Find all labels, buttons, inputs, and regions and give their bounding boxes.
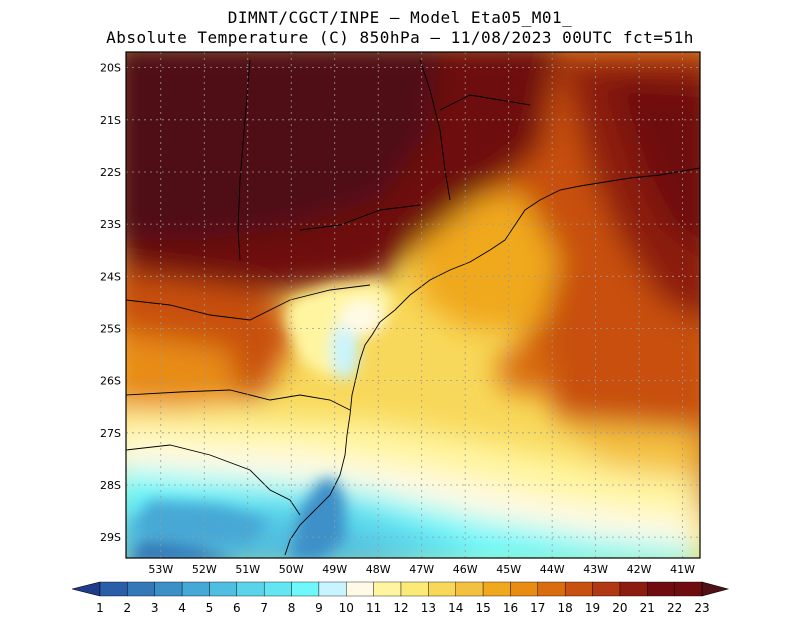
- colorbar-arrow-low: [71, 581, 101, 597]
- colorbar-arrow-high: [701, 581, 730, 597]
- colorbar-label: 9: [315, 601, 323, 615]
- colorbar-label: 11: [366, 601, 381, 615]
- colorbar-swatch: [647, 581, 675, 597]
- lat-tick-label: 22S: [100, 166, 121, 179]
- colorbar-swatch: [455, 581, 484, 597]
- lat-tick-label: 27S: [100, 427, 121, 440]
- lon-tick-label: 51W: [235, 563, 260, 576]
- colorbar-swatch: [127, 581, 155, 597]
- lat-tick-label: 28S: [100, 479, 121, 492]
- colorbar-label: 21: [640, 601, 655, 615]
- colorbar-swatch: [428, 581, 456, 597]
- colorbar-label: 20: [612, 601, 627, 615]
- colorbar-swatch: [209, 581, 238, 597]
- colorbar-swatch: [400, 581, 429, 597]
- colorbar-swatch: [154, 581, 183, 597]
- colorbar-label: 16: [503, 601, 518, 615]
- colorbar-swatch: [564, 581, 593, 597]
- map-frame: [125, 51, 701, 559]
- temperature-field: [126, 52, 700, 558]
- lon-tick-label: 42W: [627, 563, 652, 576]
- colorbar-label: 15: [475, 601, 490, 615]
- colorbar-label: 8: [288, 601, 296, 615]
- colorbar-label: 22: [667, 601, 682, 615]
- colorbar-swatch: [263, 581, 292, 597]
- latitude-labels: 20S 21S 22S 23S 24S 25S 26S 27S 28S 29S: [100, 62, 121, 544]
- colorbar-label: 2: [124, 601, 132, 615]
- colorbar-label: 6: [233, 601, 241, 615]
- lon-tick-label: 48W: [366, 563, 391, 576]
- colorbar-label: 13: [421, 601, 436, 615]
- colorbar-swatch: [181, 581, 210, 597]
- map-grid: [126, 52, 700, 558]
- colorbar-swatch: [291, 581, 320, 597]
- colorbar-label: 1: [96, 601, 104, 615]
- lon-tick-label: 43W: [583, 563, 608, 576]
- colorbar-label: 17: [530, 601, 545, 615]
- colorbar-swatch: [537, 581, 566, 597]
- colorbar-label: 4: [178, 601, 186, 615]
- lon-tick-label: 41W: [670, 563, 695, 576]
- colorbar-swatch: [318, 581, 347, 597]
- lon-tick-label: 52W: [192, 563, 217, 576]
- colorbar-swatch: [99, 581, 128, 597]
- lat-tick-label: 20S: [100, 62, 121, 75]
- chart-title-line2: Absolute Temperature (C) 850hPa – 11/08/…: [106, 28, 694, 47]
- colorbar-label: 7: [260, 601, 268, 615]
- lat-tick-label: 26S: [100, 375, 121, 388]
- colorbar-swatch: [674, 581, 703, 597]
- lon-tick-label: 45W: [496, 563, 521, 576]
- colorbar-label: 3: [151, 601, 159, 615]
- colorbar-label: 23: [694, 601, 709, 615]
- lon-tick-label: 49W: [322, 563, 347, 576]
- colorbar-swatch: [619, 581, 648, 597]
- colorbar-label: 12: [393, 601, 408, 615]
- lat-tick-label: 21S: [100, 114, 121, 127]
- colorbar-swatch: [373, 581, 402, 597]
- lat-tick-label: 23S: [100, 218, 121, 231]
- lat-tick-label: 24S: [100, 270, 121, 283]
- colorbar-swatch: [510, 581, 539, 597]
- colorbar-swatch: [236, 581, 265, 597]
- colorbar-swatch: [592, 581, 621, 597]
- lon-tick-label: 47W: [409, 563, 434, 576]
- chart-title-line1: DIMNT/CGCT/INPE – Model Eta05_M01_: [227, 8, 573, 27]
- lat-tick-label: 29S: [100, 531, 121, 544]
- colorbar: 1 2 3 4 5 6 7 8 9 10 11 12 13 14 15 16 17 18 19 20 21 22 23: [71, 581, 730, 615]
- lon-tick-label: 44W: [540, 563, 565, 576]
- colorbar-label: 18: [558, 601, 573, 615]
- colorbar-swatch: [346, 581, 374, 597]
- colorbar-label: 19: [585, 601, 600, 615]
- longitude-labels: 53W 52W 51W 50W 49W 48W 47W 46W 45W 44W 43W 42W 41W: [148, 563, 695, 576]
- colorbar-label: 5: [206, 601, 214, 615]
- colorbar-label: 10: [339, 601, 354, 615]
- coastline: [126, 59, 700, 556]
- lon-tick-label: 46W: [453, 563, 478, 576]
- colorbar-swatch: [482, 581, 511, 597]
- lon-tick-label: 53W: [148, 563, 173, 576]
- lat-tick-label: 25S: [100, 322, 121, 335]
- lon-tick-label: 50W: [279, 563, 304, 576]
- colorbar-label: 14: [448, 601, 463, 615]
